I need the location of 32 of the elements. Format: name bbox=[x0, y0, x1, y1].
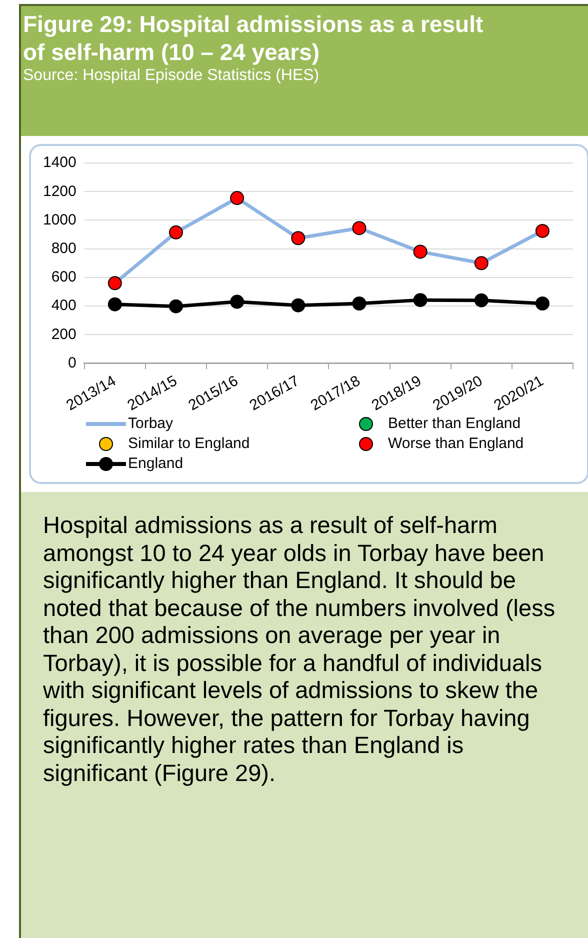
point bbox=[108, 276, 122, 290]
point bbox=[535, 296, 550, 310]
chart-title: Figure 29: Hospital admissions as a result of self-harm (10 – 24 years) bbox=[23, 10, 484, 66]
y-tick-label: 1000 bbox=[42, 211, 76, 228]
source-note: Source: Hospital Episode Statistics (HES) bbox=[23, 66, 320, 86]
point bbox=[352, 221, 366, 236]
point bbox=[230, 191, 244, 206]
y-tick-label: 1200 bbox=[42, 182, 76, 200]
legend-label: Worse than England bbox=[388, 434, 524, 454]
y-tick-label: 400 bbox=[51, 297, 76, 314]
point bbox=[535, 224, 550, 238]
y-tick-label: 1400 bbox=[42, 154, 76, 172]
legend-label: Torbay bbox=[128, 414, 174, 434]
y-tick-label: 800 bbox=[51, 240, 76, 257]
point bbox=[413, 244, 428, 259]
text: Hospital admissions as a result of self-harm amongst 10 to 24 year olds in Torbay have been significantly higher than England. It should be noted that because of the numbers involved (less than 200 admissions on average per year in Torbay), it is possible for a handful of individuals with significant levels of admissions to skew the figures. However, the pattern for Torbay having significantly higher rates than England is significant (Figure 29). bbox=[43, 512, 556, 786]
legend-label: Better than England bbox=[388, 414, 521, 434]
y-tick-label: 0 bbox=[68, 354, 76, 372]
point bbox=[413, 293, 428, 308]
legend-label: England bbox=[128, 454, 184, 474]
legend-label: Similar to England bbox=[128, 434, 250, 454]
point bbox=[168, 299, 183, 314]
point bbox=[291, 231, 306, 246]
point bbox=[474, 293, 488, 308]
y-tick-label: 600 bbox=[51, 268, 76, 286]
y-tick-label: 200 bbox=[51, 326, 76, 343]
point bbox=[108, 297, 122, 312]
point bbox=[168, 225, 183, 240]
point bbox=[474, 256, 488, 270]
point bbox=[352, 296, 366, 310]
point bbox=[291, 298, 306, 312]
point bbox=[230, 294, 244, 309]
